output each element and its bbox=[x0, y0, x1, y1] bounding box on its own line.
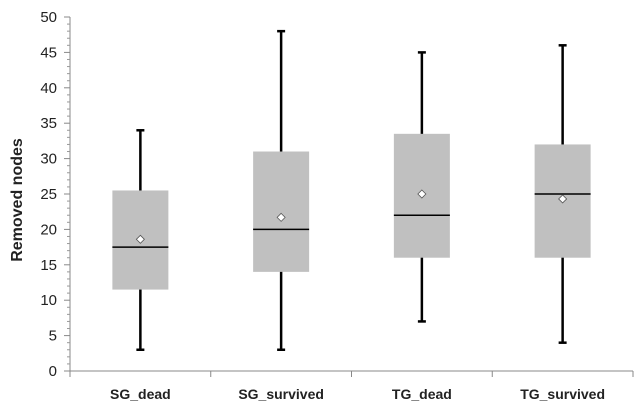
y-tick-label: 20 bbox=[40, 221, 57, 238]
box-TG_dead bbox=[393, 51, 450, 323]
y-tick-label: 10 bbox=[40, 292, 57, 309]
y-tick-label: 50 bbox=[40, 9, 57, 26]
y-tick-label: 25 bbox=[40, 186, 57, 203]
x-tick-label: SG_dead bbox=[110, 386, 171, 402]
mean-marker bbox=[558, 194, 568, 204]
x-tick-label: TG_dead bbox=[392, 386, 452, 402]
x-tick-label: TG_survived bbox=[520, 386, 605, 402]
y-axis-label: Removed nodes bbox=[9, 138, 26, 262]
mean-marker bbox=[417, 189, 427, 199]
y-tick-label: 45 bbox=[40, 44, 57, 61]
boxes-group bbox=[112, 29, 591, 352]
x-tick-label: SG_survived bbox=[238, 386, 324, 402]
box-TG_survived bbox=[534, 44, 591, 344]
y-tick-label: 15 bbox=[40, 257, 57, 274]
axes: 0 5 10 15 20 25 30 35 40 45 50 SG_dead SG_survived TG… bbox=[40, 9, 634, 402]
y-tick-label: 40 bbox=[40, 80, 57, 97]
box-SG_dead bbox=[112, 129, 169, 352]
y-tick-label: 0 bbox=[49, 363, 57, 380]
mean-marker bbox=[135, 234, 145, 244]
y-tick-label: 5 bbox=[49, 328, 57, 345]
box-SG_survived bbox=[253, 29, 310, 352]
y-tick-label: 30 bbox=[40, 151, 57, 168]
iqr-box bbox=[253, 151, 310, 272]
mean-marker bbox=[276, 212, 286, 222]
y-tick-label: 35 bbox=[40, 115, 57, 132]
